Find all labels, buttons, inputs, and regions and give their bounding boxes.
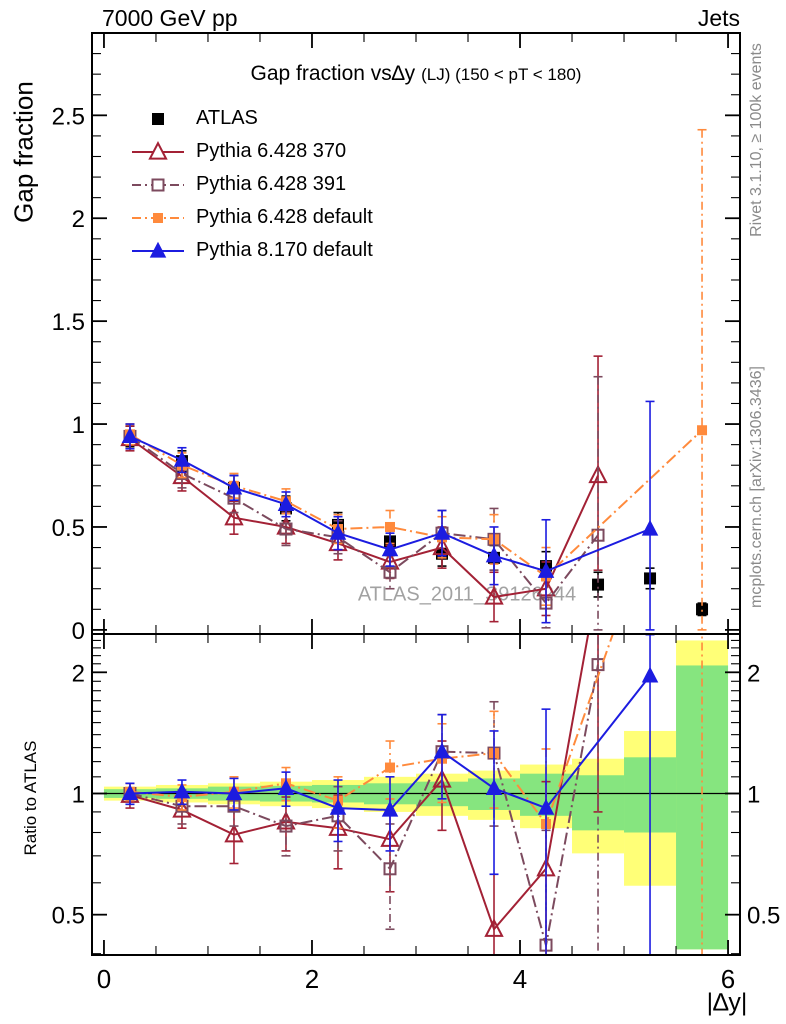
axis-ticks [93,34,739,955]
plot-title-sub: (LJ) (150 < pT < 180) [421,65,582,84]
marker-pythia-8170-default [173,450,191,467]
line-pythia-6428-370 [129,437,599,599]
marker-pythia-6428-default [697,425,708,436]
marker-pythia-8170-default [381,540,399,557]
marker-pythia-8170-default [121,784,139,801]
ratio-panel-frame [91,633,741,956]
line-pythia-6428-391 [129,435,599,605]
marker-pythia-8170-default [277,779,295,795]
ratio-panel-series [120,634,703,955]
line-pythia-8170-default [129,435,651,573]
legend: ATLAS Pythia 6.428 370 Pythia 6.428 391 … [130,102,373,267]
ytick-top-1: 1 [72,412,85,439]
marker-pythia-6428-391 [279,522,293,536]
legend-marker-pythia-6428-370-icon [132,140,184,160]
plot-title: Gap fraction vs∆y (LJ) (150 < pT < 180) [92,62,740,86]
ytick-ratio-left-0.5: 0.5 [52,903,85,930]
line-pythia-8170-default [129,675,651,812]
marker-pythia-8170-default [225,784,243,801]
marker-pythia-8170-default [329,523,347,540]
marker-pythia-8170-default [277,495,295,511]
y-axis-label-top: Gap fraction [8,81,39,223]
marker-pythia-8170-default [485,779,503,795]
marker-pythia-8170-default [433,742,451,759]
xtick-6: 6 [721,964,735,994]
watermark: ATLAS_2011_S9126244 [357,583,577,606]
legend-label-atlas: ATLAS [196,107,258,129]
ytick-ratio-left-2: 2 [72,660,85,687]
legend-marker-pythia-6428-default-icon [132,212,184,223]
legend-item-pythia-6428-391: Pythia 6.428 391 [130,168,373,201]
marker-pythia-8170-default [433,523,451,540]
marker-pythia-6428-391 [383,862,397,876]
legend-marker-pythia-6428-391-icon [132,178,184,191]
legend-item-pythia-6428-default: Pythia 6.428 default [130,201,373,234]
line-pythia-6428-391 [129,664,599,946]
legend-item-pythia-8170-default: Pythia 8.170 default [130,234,373,267]
rivet-version-note: Rivet 3.1.10, ≥ 100k events [748,43,765,237]
line-pythia-6428-default [129,429,703,578]
marker-pythia-8170-default [121,427,139,444]
legend-label-pythia-6428-default: Pythia 6.428 default [196,206,373,228]
mcplots-arxiv-note: mcplots.cern.ch [arXiv:1306.3436] [748,366,765,608]
line-pythia-6428-370 [129,634,590,932]
marker-pythia-8170-default [329,798,347,815]
legend-label-pythia-6428-391: Pythia 6.428 391 [196,173,347,195]
marker-pythia-6428-370 [224,823,244,843]
ytick-top-2: 2 [72,206,85,233]
marker-pythia-6428-370 [588,464,608,484]
marker-pythia-8170-default [173,782,191,799]
x-axis-label: |∆y| [706,988,748,1017]
ytick-ratio-left-1: 1 [72,781,85,808]
ytick-top-1.5: 1.5 [52,309,85,336]
marker-pythia-6428-default [384,521,395,532]
xtick-2: 2 [305,964,319,994]
marker-pythia-6428-370 [172,798,192,818]
marker-pythia-6428-391 [279,819,293,833]
legend-label-pythia-6428-370: Pythia 6.428 370 [196,140,347,162]
ytick-top-2.5: 2.5 [52,103,85,130]
ytick-top-0: 0 [72,618,85,645]
marker-pythia-6428-391 [591,658,605,672]
top-panel-series [120,128,709,631]
ytick-ratio-right-2: 2 [747,660,760,687]
marker-pythia-8170-default [641,519,659,536]
legend-marker-pythia-8170-default-icon [132,241,184,258]
xtick-4: 4 [513,964,527,994]
marker-pythia-8170-default [381,800,399,817]
marker-pythia-8170-default [225,478,243,495]
marker-pythia-6428-default [384,762,395,773]
marker-pythia-6428-370 [484,918,504,937]
marker-pythia-6428-370 [224,506,244,526]
legend-marker-atlas-icon [152,112,164,125]
xtick-0: 0 [97,964,111,994]
marker-pythia-8170-default [485,546,503,563]
beam-energy-label: 7000 GeV pp [102,5,238,31]
ytick-top-0.5: 0.5 [52,515,85,542]
legend-label-pythia-8170-default: Pythia 8.170 default [196,239,373,261]
marker-pythia-6428-370 [484,585,504,605]
line-pythia-6428-default [129,634,614,827]
plot-title-main: Gap fraction vs∆y [250,62,416,85]
legend-item-pythia-6428-370: Pythia 6.428 370 [130,135,373,168]
marker-pythia-6428-391 [591,528,605,542]
y-axis-label-ratio: Ratio to ATLAS [21,740,40,856]
marker-pythia-8170-default [537,798,555,815]
analysis-group-label: Jets [697,5,740,31]
ytick-ratio-right-0.5: 0.5 [747,903,780,930]
legend-item-atlas: ATLAS [130,102,373,135]
ytick-ratio-right-1: 1 [747,781,760,808]
marker-pythia-8170-default [537,561,555,578]
marker-pythia-8170-default [641,666,659,683]
